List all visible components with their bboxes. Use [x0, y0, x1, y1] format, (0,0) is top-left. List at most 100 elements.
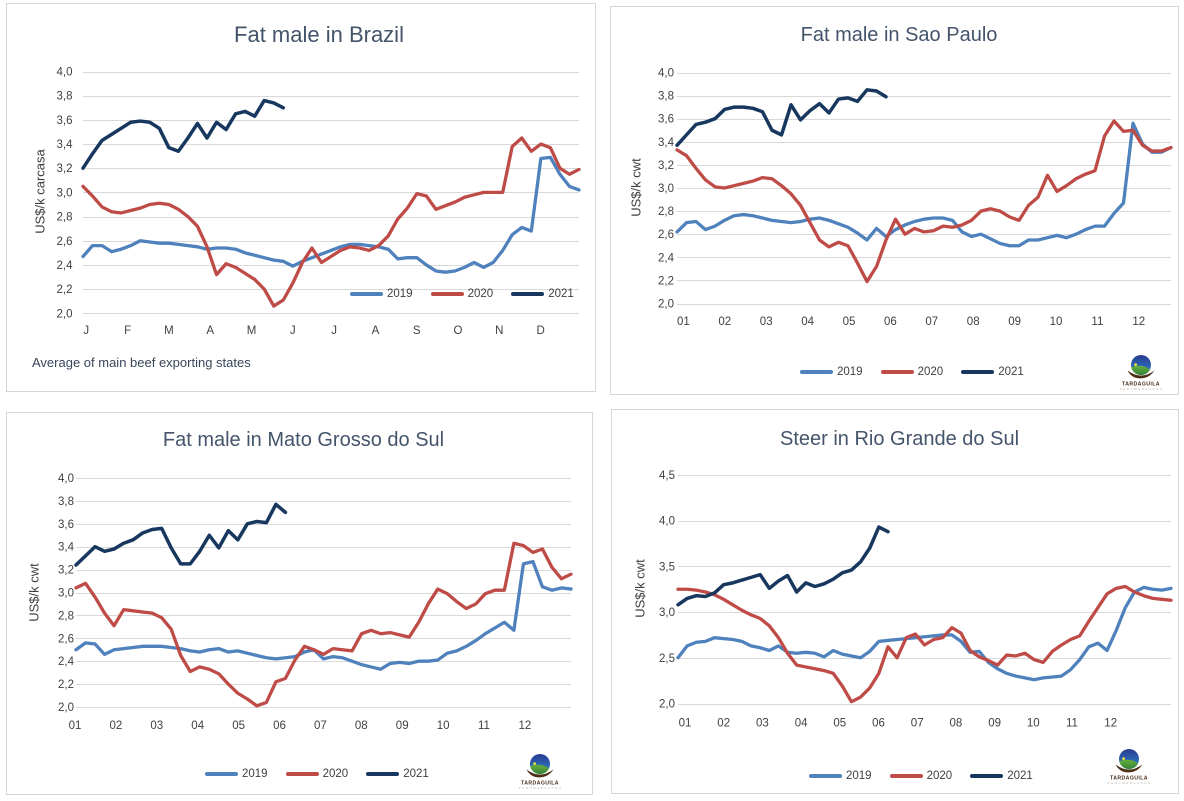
y-tick-label: 3,0 — [58, 588, 74, 600]
y-tick-label: 3,8 — [58, 496, 74, 508]
series-line-2021 — [81, 98, 286, 170]
y-tick-label: 3,0 — [57, 187, 73, 199]
x-tick-label: 08 — [950, 718, 963, 730]
legend-mato-grosso: 2019 2020 2021 — [205, 766, 429, 782]
footnote-brazil: Average of main beef exporting states — [32, 355, 251, 370]
logo-subtext-text: A G R O M E R C A D O S — [1120, 387, 1163, 391]
x-tick-label: J — [83, 325, 89, 337]
chart-title-sao-paulo: Fat male in Sao Paulo — [800, 24, 998, 46]
logo-hill-icon — [530, 764, 550, 774]
y-tick-label: 3,0 — [658, 183, 674, 195]
y-tick-label: 2,6 — [658, 229, 674, 241]
x-tick-label: M — [164, 325, 174, 337]
y-tick-label: 2,4 — [57, 260, 74, 272]
x-tick-label: 09 — [396, 720, 409, 732]
x-tick-label: 01 — [69, 720, 82, 732]
x-tick-label: 06 — [872, 718, 885, 730]
y-tick-label: 2,8 — [57, 212, 73, 224]
series-line-2020 — [676, 584, 1173, 704]
legend-label-2021: 2021 — [1007, 770, 1033, 782]
x-tick-label: 06 — [273, 720, 286, 732]
x-tick-label: M — [247, 325, 257, 337]
series-line-2019 — [74, 559, 573, 671]
y-tick-label: 2,0 — [659, 699, 675, 711]
x-tick-label: 10 — [437, 720, 450, 732]
x-tick-label: A — [372, 325, 380, 337]
chart-panel-rio-grande-do-sul: 2,0 2,5 3,0 3,5 4,0 4,5 01 02 03 04 05 06 07 08 09 10 11… — [611, 409, 1179, 794]
legend-item-2019: 2019 — [800, 366, 863, 378]
legend-label-2021: 2021 — [548, 288, 574, 300]
x-tick-label: F — [124, 325, 131, 337]
legend-label-2020: 2020 — [926, 770, 953, 782]
legend-line-2021-icon — [961, 370, 995, 374]
logo-hill-icon — [1119, 759, 1139, 769]
y-axis-title-sao-paulo: US$/k cwt — [628, 158, 644, 217]
legend-brazil: 2019 2020 2021 — [350, 286, 574, 302]
x-tick-label: 03 — [756, 718, 769, 730]
legend-label-2020: 2020 — [322, 768, 349, 780]
chart-panel-mato-grosso-do-sul: 2,0 2,2 2,4 2,6 2,8 3,0 3,2 3,4 3,6 3,8 4,0 01 02 03 0… — [6, 412, 593, 795]
y-tick-label: 2,2 — [58, 679, 74, 691]
x-tick-label: 01 — [677, 316, 690, 328]
plot-area-sao-paulo: 2,0 2,2 2,4 2,6 2,8 3,0 3,2 3,4 3,6 3,8 4,0 01 02 03 0… — [658, 68, 1173, 328]
x-tick-label: 11 — [478, 720, 490, 732]
x-tick-label: A — [206, 325, 214, 337]
x-tick-label: 05 — [843, 316, 856, 328]
series-line-2021 — [74, 502, 288, 567]
plot-area-rio-grande: 2,0 2,5 3,0 3,5 4,0 4,5 01 02 03 04 05 06 07 08 09 10 11… — [659, 470, 1173, 730]
legend-item-2019: 2019 — [809, 770, 872, 782]
y-tick-label: 2,5 — [659, 653, 675, 665]
legend-item-2021: 2021 — [970, 770, 1033, 782]
x-tick-label: 03 — [150, 720, 163, 732]
x-tick-label: 02 — [717, 718, 730, 730]
series-line-2021 — [675, 88, 888, 148]
y-axis-title-rio-grande: US$/k cwt — [632, 559, 648, 619]
series-line-2021 — [676, 525, 890, 607]
x-tick-label: O — [454, 325, 463, 337]
x-tick-label: 07 — [314, 720, 327, 732]
legend-label-2019: 2019 — [846, 770, 872, 782]
logo-sun-icon — [1134, 363, 1137, 366]
y-tick-label: 3,2 — [57, 163, 73, 175]
legend-item-2020: 2020 — [285, 768, 349, 780]
x-tick-label: 12 — [519, 720, 532, 732]
x-tick-label: 08 — [355, 720, 368, 732]
legend-item-2020: 2020 — [430, 288, 494, 300]
x-tick-label: 11 — [1066, 718, 1078, 730]
legend-label-2020: 2020 — [917, 366, 944, 378]
y-tick-label: 3,0 — [659, 607, 675, 619]
legend-item-2021: 2021 — [961, 366, 1024, 378]
y-axis-title-mato-grosso: US$/k cwt — [26, 562, 42, 622]
legend-sao-paulo: 2019 2020 2021 — [800, 364, 1024, 380]
x-tick-label: 01 — [679, 718, 692, 730]
series-line-2019 — [81, 155, 581, 274]
legend-line-2020-icon — [430, 292, 464, 296]
legend-line-2020-icon — [880, 370, 914, 374]
logo-name-text: TARDAGUILA — [521, 781, 559, 787]
legend-item-2020: 2020 — [880, 366, 944, 378]
series-line-2020 — [81, 136, 581, 308]
x-tick-label: J — [331, 325, 337, 337]
legend-line-2019-icon — [800, 370, 833, 374]
series-line-2019 — [676, 585, 1173, 682]
y-tick-label: 3,6 — [658, 114, 674, 126]
plot-area-mato-grosso: 2,0 2,2 2,4 2,6 2,8 3,0 3,2 3,4 3,6 3,8 4,0 01 02 03 0… — [58, 473, 573, 732]
y-tick-label: 4,0 — [58, 473, 74, 485]
y-tick-label: 2,6 — [58, 633, 74, 645]
chart-title-mato-grosso: Fat male in Mato Grosso do Sul — [162, 429, 445, 451]
legend-label-2019: 2019 — [387, 288, 413, 300]
legend-line-2020-icon — [889, 774, 923, 778]
x-tick-label: S — [413, 325, 421, 337]
legend-line-2019-icon — [350, 292, 383, 296]
logo-soil-crescent-icon — [526, 769, 554, 778]
x-tick-label: 10 — [1027, 718, 1040, 730]
logo-subtext-text: A G R O M E R C A D O S — [1108, 781, 1151, 785]
x-tick-label: 10 — [1050, 316, 1063, 328]
chart-title-rio-grande: Steer in Rio Grande do Sul — [779, 428, 1020, 450]
y-tick-label: 2,2 — [57, 284, 73, 296]
x-tick-label: 11 — [1091, 316, 1103, 328]
x-tick-label: 08 — [967, 316, 980, 328]
logo-sun-icon — [1122, 757, 1125, 760]
chart-panel-fat-male-brazil: 2,0 2,2 2,4 2,6 2,8 3,0 3,2 3,4 3,6 3,8 4,0 J F M A M J J… — [6, 3, 596, 392]
legend-label-2020: 2020 — [467, 288, 494, 300]
